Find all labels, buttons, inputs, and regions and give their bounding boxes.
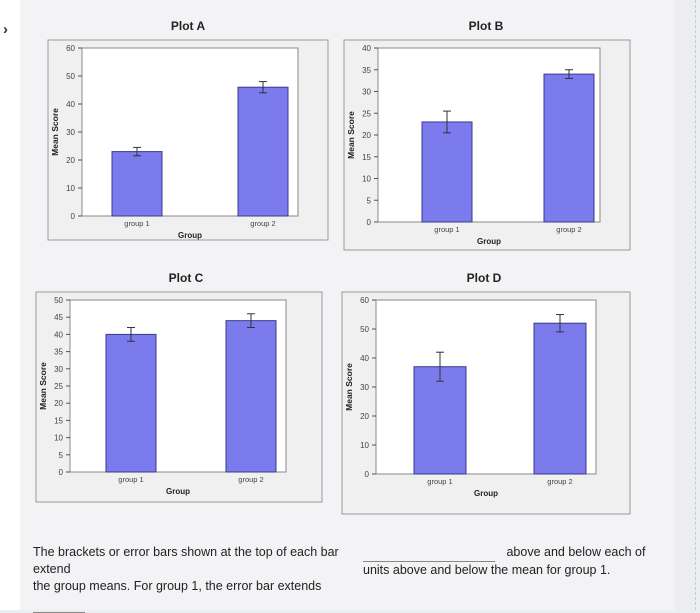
plot-c-tick-label: 5 [59, 451, 64, 460]
plot-b-tick-label: 5 [367, 196, 372, 205]
question-line1-left: The brackets or error bars shown at the … [33, 545, 339, 576]
left-strip: › [0, 0, 20, 610]
answer-blank-2[interactable] [33, 595, 85, 613]
plot-c-tick-label: 15 [54, 416, 63, 425]
plot-d-category-label-2: group 2 [547, 477, 572, 486]
plot-b-tick-label: 15 [362, 153, 371, 162]
plot-a-tick-label: 20 [66, 156, 75, 165]
plot-d-bar-2 [533, 322, 587, 475]
plot-c-bar-2 [225, 320, 277, 473]
plot-b-category-label-1: group 1 [434, 225, 459, 234]
plot-d-tick-label: 50 [360, 325, 369, 334]
question-right-column: above and below each of units above and … [363, 544, 663, 579]
plot-a-category-label-2: group 2 [250, 219, 275, 228]
answer-blank-1[interactable] [363, 544, 495, 562]
plot-a-tick-label: 0 [71, 212, 76, 221]
plot-a-bar-2 [237, 86, 289, 217]
plot-a-tick-label: 60 [66, 44, 75, 53]
plot-b-ylabel: Mean Score [346, 111, 356, 159]
plot-b-tick-label: 20 [362, 131, 371, 140]
right-edge-border [695, 0, 700, 610]
plot-b-title: Plot B [469, 19, 504, 33]
plot-c-tick-label: 45 [54, 313, 63, 322]
plot-a-tick-label: 50 [66, 72, 75, 81]
plot-b-tick-label: 10 [362, 175, 371, 184]
plot-c-tick-label: 20 [54, 399, 63, 408]
plot-a-chart: Plot A 0 10 20 30 40 50 60 Mean Score group 1 grou… [47, 19, 329, 241]
question-left-column: The brackets or error bars shown at the … [33, 544, 363, 613]
plot-a-ylabel: Mean Score [50, 108, 60, 156]
plot-d-tick-label: 40 [360, 354, 369, 363]
plot-d-tick-label: 60 [360, 296, 369, 305]
plot-a-tick-label: 10 [66, 184, 75, 193]
plot-a-xlabel: Group [178, 231, 202, 240]
plot-c-chart: Plot C 0 5 10 15 20 25 30 35 40 45 50 Mean Score grou… [35, 271, 323, 503]
question-line2-right: units above and below the mean for group… [363, 563, 611, 577]
plot-a-tick-label: 40 [66, 100, 75, 109]
plot-b-tick-label: 35 [362, 66, 371, 75]
plot-a-category-label-1: group 1 [124, 219, 149, 228]
plot-c-tick-label: 25 [54, 382, 63, 391]
plot-d-tick-label: 20 [360, 412, 369, 421]
plot-d-chart: Plot D 0 10 20 30 40 50 60 Mean Score group 1 grou… [341, 271, 631, 515]
plot-c-tick-label: 10 [54, 434, 63, 443]
question-line1-right: above and below each of [506, 545, 646, 559]
plot-d-xlabel: Group [474, 489, 498, 498]
plot-b-tick-label: 0 [367, 218, 372, 227]
plot-b-xlabel: Group [477, 237, 501, 246]
plot-d-tick-label: 10 [360, 441, 369, 450]
plot-c-tick-label: 35 [54, 348, 63, 357]
plot-b-tick-label: 40 [362, 44, 371, 53]
plot-d-title: Plot D [467, 271, 502, 285]
plot-c-tick-label: 30 [54, 365, 63, 374]
plot-c-tick-label: 40 [54, 330, 63, 339]
plot-a-bar-1 [111, 151, 163, 217]
chevron-right-icon[interactable]: › [3, 21, 8, 38]
plot-c-tick-label: 0 [59, 468, 64, 477]
plot-d-tick-label: 30 [360, 383, 369, 392]
plot-c-ylabel: Mean Score [38, 362, 48, 410]
plot-c-xlabel: Group [166, 487, 190, 496]
plot-d-category-label-1: group 1 [427, 477, 452, 486]
plot-c-category-label-2: group 2 [238, 475, 263, 484]
plot-d-bar-1 [413, 366, 467, 475]
plot-b-tick-label: 25 [362, 109, 371, 118]
question-line2-left: the group means. For group 1, the error … [33, 579, 322, 593]
plot-c-title: Plot C [169, 271, 204, 285]
plot-b-tick-label: 30 [362, 88, 371, 97]
plot-b-bar-1 [421, 121, 473, 223]
plot-b-bar-2 [543, 73, 595, 223]
plot-c-bar-1 [105, 333, 157, 473]
plot-c-tick-label: 50 [54, 296, 63, 305]
plot-d-ylabel: Mean Score [344, 363, 354, 411]
plot-a-tick-label: 30 [66, 128, 75, 137]
plot-c-category-label-1: group 1 [118, 475, 143, 484]
plot-d-tick-label: 0 [365, 470, 370, 479]
plot-b-category-label-2: group 2 [556, 225, 581, 234]
plot-b-chart: Plot B 0 5 10 15 20 25 30 35 40 Mean Score group 1 g… [343, 19, 631, 251]
plot-a-title: Plot A [171, 19, 206, 33]
